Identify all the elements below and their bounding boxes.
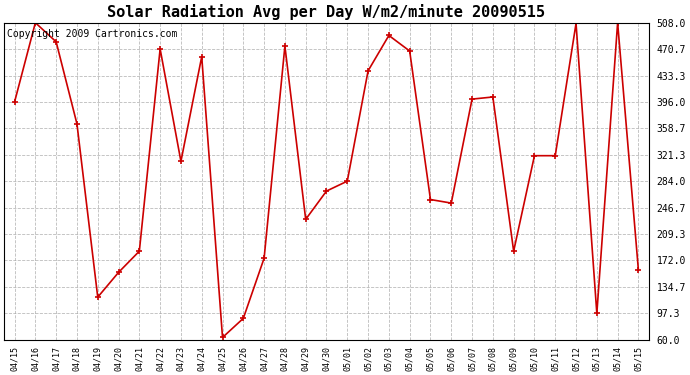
Text: Copyright 2009 Cartronics.com: Copyright 2009 Cartronics.com: [8, 29, 178, 39]
Title: Solar Radiation Avg per Day W/m2/minute 20090515: Solar Radiation Avg per Day W/m2/minute …: [108, 4, 546, 20]
